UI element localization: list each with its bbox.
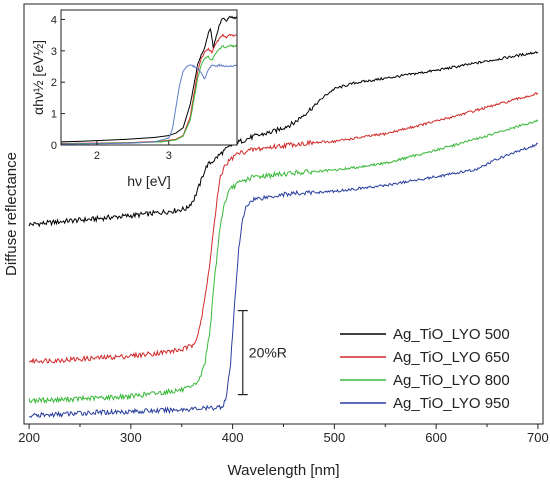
- inset-y-tick-label-0: 0: [51, 140, 57, 152]
- x-tick-label-300: 300: [120, 430, 142, 445]
- x-axis-title: Wavelength [nm]: [228, 462, 340, 479]
- inset-frame: [60, 9, 238, 146]
- inset-x-tick-label-3: 3: [166, 150, 172, 162]
- x-tick-label-500: 500: [324, 430, 346, 445]
- inset-y-tick-label-2: 2: [51, 77, 57, 89]
- legend: Ag_TiO_LYO 500 Ag_TiO_LYO 650 Ag_TiO_LYO 8…: [340, 326, 510, 412]
- inset-y-ticks: 0 1 2 3 4: [51, 14, 65, 152]
- legend-label-3: Ag_TiO_LYO 800: [393, 372, 510, 389]
- main-plot: 200 300 400 500 600 700 20%R Ag_TiO_LYO 500Ag…: [3, 3, 549, 479]
- main-x-ticks: 200 300 400 500 600 700: [18, 424, 549, 445]
- inset-series-line-1: [60, 15, 238, 143]
- inset-y-tick-label-4: 4: [51, 14, 57, 26]
- x-tick-label-400: 400: [222, 430, 244, 445]
- y-axis-title: Diffuse reflectance: [3, 152, 20, 276]
- series-line-1: [28, 51, 539, 228]
- series-line-3: [28, 119, 539, 405]
- inset-y-tick-label-1: 1: [51, 109, 57, 121]
- inset-series-line-4: [60, 63, 238, 145]
- scale-bar-label: 20%R: [249, 345, 287, 361]
- inset-series-group: [60, 15, 238, 145]
- x-tick-label-600: 600: [425, 430, 447, 445]
- main-series-group: [28, 51, 539, 419]
- inset-y-axis-title: αhν½ [eV½]: [30, 40, 46, 115]
- series-line-2: [28, 92, 539, 365]
- legend-label-4: Ag_TiO_LYO 950: [393, 395, 510, 412]
- series-line-4: [28, 142, 538, 419]
- legend-label-2: Ag_TiO_LYO 650: [393, 349, 510, 366]
- inset-x-tick-label-2: 2: [94, 150, 100, 162]
- x-tick-label-700: 700: [527, 430, 549, 445]
- legend-label-1: Ag_TiO_LYO 500: [393, 326, 510, 343]
- inset-background: [61, 10, 237, 145]
- inset-x-axis-title: hν [eV]: [127, 173, 171, 189]
- inset-y-tick-label-3: 3: [51, 46, 57, 58]
- x-tick-label-200: 200: [18, 430, 40, 445]
- scale-bar: [237, 310, 248, 396]
